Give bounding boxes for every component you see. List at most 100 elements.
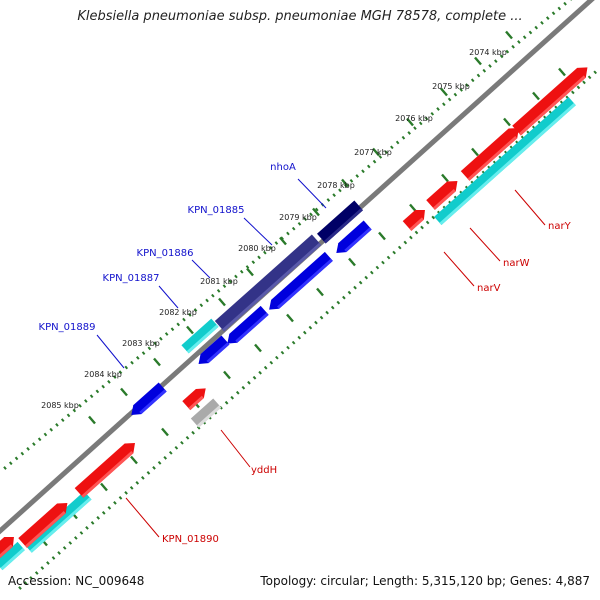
gene-red-low	[18, 503, 68, 548]
outer-tick	[424, 116, 429, 121]
KPN_01889-leader	[96, 334, 125, 369]
gene-KPN_01890-bevel	[81, 450, 134, 498]
gene-blue-b	[198, 335, 230, 364]
outer-tick	[291, 226, 296, 231]
gene-cyan-mid	[181, 318, 219, 354]
outer-tick	[494, 59, 498, 64]
inner-tick	[141, 475, 145, 480]
outer-tick	[459, 88, 463, 92]
gene-KPN_01886-body	[269, 251, 333, 310]
inner-tick	[571, 90, 575, 95]
major-tick	[279, 236, 287, 246]
inner-tick	[124, 491, 128, 495]
gene-KPN_01887-bevel	[235, 312, 269, 343]
outer-tick	[534, 25, 539, 30]
outer-tick	[153, 341, 157, 346]
kbp-label: 2081 kbp	[200, 277, 238, 286]
inner-tick	[107, 506, 112, 510]
outer-tick	[182, 317, 186, 322]
outer-tick	[522, 35, 527, 40]
gene-KPN_01885-body	[214, 234, 322, 332]
inner-tick	[582, 80, 586, 85]
inner-tick	[241, 385, 246, 390]
major-tick	[406, 117, 414, 127]
outer-tick	[228, 279, 232, 284]
outer-tick	[78, 403, 82, 408]
gene-cyan-long-bevel	[439, 102, 576, 225]
major-tick	[471, 147, 479, 157]
gene-KPN_01885	[214, 234, 322, 332]
outer-tick	[55, 423, 59, 427]
outer-tick	[528, 30, 533, 35]
outer-tick	[338, 188, 342, 193]
major-tick	[372, 147, 380, 157]
major-tick	[161, 427, 169, 437]
outer-tick	[32, 442, 36, 446]
inner-tick	[358, 280, 363, 285]
inner-tick	[23, 581, 28, 585]
inner-tick	[96, 516, 100, 520]
tick-marks	[3, 0, 597, 590]
gene-narV-part-body	[426, 181, 458, 210]
outer-tick	[447, 97, 452, 102]
inner-tick	[247, 380, 251, 385]
outer-tick	[107, 379, 111, 384]
gene-nhoA-bevel	[323, 207, 363, 244]
ruler-labels: 2074 kbp 2075 kbp 2076 kbp 2077 kbp 2078 kbp…	[41, 48, 507, 410]
gene-narW-body	[460, 128, 519, 181]
inner-tick	[291, 340, 296, 345]
gene-blue-a-body	[336, 220, 372, 253]
outer-tick	[216, 289, 221, 293]
outer-tick	[222, 284, 227, 288]
gene-cyan-edge-bevel	[0, 547, 25, 571]
outer-tick	[326, 198, 331, 202]
outer-tick	[384, 150, 388, 154]
major-tick	[316, 287, 324, 297]
outer-tick	[205, 298, 209, 303]
outer-tick	[159, 336, 163, 341]
outer-tick	[309, 212, 313, 217]
narV-leader	[443, 251, 475, 287]
inner-tick	[101, 511, 106, 515]
outer-tick	[551, 11, 556, 16]
outer-tick	[465, 83, 469, 87]
outer-tick	[390, 145, 394, 150]
inner-tick	[593, 70, 597, 75]
outer-tick	[164, 332, 169, 336]
outer-tick	[488, 64, 492, 68]
narY-label: narY	[548, 221, 572, 232]
major-tick	[440, 87, 448, 97]
outer-tick	[430, 111, 435, 116]
major-tick	[100, 482, 108, 492]
outer-tick	[187, 312, 192, 317]
inner-tick	[224, 400, 229, 405]
major-tick	[474, 56, 482, 66]
gene-KPN_01887	[227, 305, 269, 344]
outer-tick	[14, 456, 19, 461]
major-tick	[558, 67, 566, 77]
outer-tick	[557, 6, 562, 11]
inner-tick	[34, 571, 39, 575]
outer-tick	[101, 384, 105, 389]
outer-tick	[136, 356, 140, 360]
gene-blue-b-body	[198, 335, 230, 364]
inner-tick	[51, 556, 56, 560]
outer-tick	[49, 427, 53, 432]
outer-tick	[66, 413, 71, 418]
outer-tick	[563, 1, 567, 6]
gene-blue-a	[336, 220, 372, 253]
kbp-label: 2075 kbp	[432, 82, 470, 91]
inner-tick	[314, 320, 318, 325]
inner-tick	[235, 390, 240, 395]
outer-tick	[234, 274, 238, 279]
gene-yddH	[182, 388, 206, 411]
outer-tick	[349, 178, 354, 183]
gene-nhoA	[317, 200, 363, 244]
outer-tick	[8, 461, 13, 466]
inner-tick	[576, 85, 581, 90]
nhoA-leader	[297, 178, 327, 209]
genome-backbone	[0, 0, 595, 535]
major-tick	[532, 91, 540, 101]
major-tick	[223, 370, 231, 380]
inner-tick	[409, 235, 413, 240]
